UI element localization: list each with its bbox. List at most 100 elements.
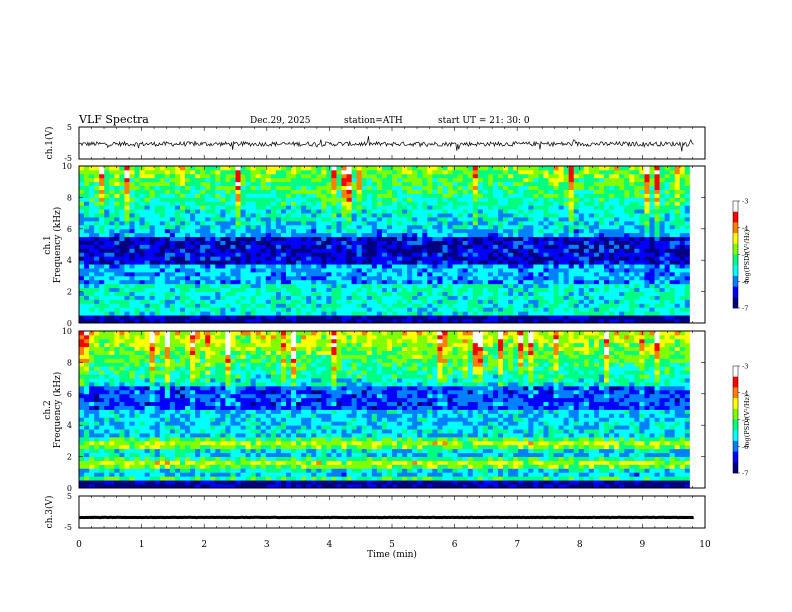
spectrogram-cell xyxy=(412,220,418,226)
spectrogram-cell xyxy=(543,205,549,210)
spectrogram-cell xyxy=(487,299,494,304)
spectrogram-cell xyxy=(280,173,287,179)
spectrogram-cell xyxy=(109,248,115,253)
spectrogram-cell xyxy=(523,224,529,230)
spectrogram-cell xyxy=(149,217,156,222)
spectrogram-cell xyxy=(518,220,524,226)
spectrogram-cell xyxy=(144,205,151,210)
spectrogram-cell xyxy=(134,193,140,198)
spectrogram-cell xyxy=(94,256,100,261)
spectrogram-cell xyxy=(366,189,373,194)
spectrogram-cell xyxy=(331,260,337,265)
spectrogram-cell xyxy=(614,166,620,171)
spectrogram-cell xyxy=(538,205,544,210)
spectrogram-cell xyxy=(109,236,115,241)
spectrogram-cell xyxy=(417,205,423,210)
spectrogram-cell xyxy=(437,279,443,285)
spectrogram-cell xyxy=(689,224,696,230)
spectrogram-cell xyxy=(79,271,85,277)
spectrogram-cell xyxy=(402,319,408,324)
spectrogram-cell xyxy=(674,232,681,238)
spectrogram-cell xyxy=(174,256,181,261)
spectrogram-cell xyxy=(255,291,262,296)
spectrogram-cell xyxy=(371,264,378,269)
spectrogram-cell xyxy=(563,205,570,210)
spectrogram-cell xyxy=(593,311,600,316)
spectrogram-cell xyxy=(604,197,610,202)
spectrogram-cell xyxy=(619,177,625,183)
spectrogram-cell xyxy=(397,315,403,320)
spectrogram-cell xyxy=(285,224,292,230)
spectrogram-cell xyxy=(508,295,514,300)
spectrogram-cell xyxy=(684,287,691,293)
spectrogram-cell xyxy=(563,166,570,171)
spectrogram-cell xyxy=(371,311,378,316)
spectrogram-cell xyxy=(240,283,246,289)
spectrogram-cell xyxy=(149,197,156,202)
spectrogram-cell xyxy=(437,256,443,261)
spectrogram-cell xyxy=(129,193,135,198)
spectrogram-cell xyxy=(225,275,231,281)
spectrogram-cell xyxy=(548,291,554,296)
spectrogram-cell xyxy=(467,185,474,190)
spectrogram-cell xyxy=(412,303,418,308)
spectrogram-cell xyxy=(225,177,231,183)
spectrogram-cell xyxy=(629,209,635,214)
spectrogram-cell xyxy=(109,205,115,210)
spectrogram-cell xyxy=(513,217,519,222)
spectrogram-cell xyxy=(578,217,585,222)
spectrogram-cell xyxy=(169,260,176,265)
spectrogram-cell xyxy=(548,260,554,265)
spectrogram-cell xyxy=(341,260,347,265)
spectrogram-cell xyxy=(215,232,221,238)
spectrogram-cell xyxy=(482,169,489,175)
spectrogram-cell xyxy=(109,275,115,281)
spectrogram-cell xyxy=(568,315,575,320)
spectrogram-cell xyxy=(301,291,307,296)
spectrogram-cell xyxy=(144,213,151,218)
spectrogram-cell xyxy=(588,319,595,324)
spectrogram-cell xyxy=(508,236,514,241)
spectrogram-cell xyxy=(432,252,438,257)
spectrogram-cell xyxy=(664,185,671,190)
spectrogram-cell xyxy=(306,189,312,194)
spectrogram-cell xyxy=(432,283,438,289)
spectrogram-cell xyxy=(336,236,342,241)
spectrogram-cell xyxy=(457,295,464,300)
spectrogram-cell xyxy=(422,252,428,257)
spectrogram-cell xyxy=(462,185,469,190)
spectrogram-cell xyxy=(508,307,514,312)
spectrogram-cell xyxy=(371,189,378,194)
spectrogram-cell xyxy=(397,252,403,257)
spectrogram-cell xyxy=(402,303,408,308)
spectrogram-cell xyxy=(114,197,120,202)
spectrogram-cell xyxy=(200,303,206,308)
spectrogram-cell xyxy=(260,303,267,308)
spectrogram-cell xyxy=(129,189,135,194)
spectrogram-cell xyxy=(487,268,494,273)
spectrogram-cell xyxy=(311,205,317,210)
spectrogram-cell xyxy=(629,185,635,190)
spectrogram-cell xyxy=(619,315,625,320)
spectrogram-cell xyxy=(604,181,610,187)
spectrogram-cell xyxy=(376,240,383,245)
spectrogram-cell xyxy=(321,299,327,304)
spectrogram-cell xyxy=(169,201,176,206)
spectrogram-cell xyxy=(402,260,408,265)
spectrogram-cell xyxy=(149,248,156,253)
spectrogram-cell xyxy=(124,228,130,234)
spectrogram-cell xyxy=(275,311,282,316)
spectrogram-cell xyxy=(598,240,605,245)
spectrogram-cell xyxy=(684,166,691,171)
spectrogram-cell xyxy=(392,201,398,206)
spectrogram-cell xyxy=(154,248,161,253)
spectrogram-cell xyxy=(689,232,696,238)
spectrogram-cell xyxy=(634,264,640,269)
spectrogram-cell xyxy=(169,181,176,187)
spectrogram-cell xyxy=(190,252,196,257)
spectrogram-cell xyxy=(346,299,353,304)
spectrogram-cell xyxy=(654,268,660,273)
spectrogram-cell xyxy=(149,177,156,183)
spectrogram-cell xyxy=(614,197,620,202)
spectrogram-cell xyxy=(412,232,418,238)
